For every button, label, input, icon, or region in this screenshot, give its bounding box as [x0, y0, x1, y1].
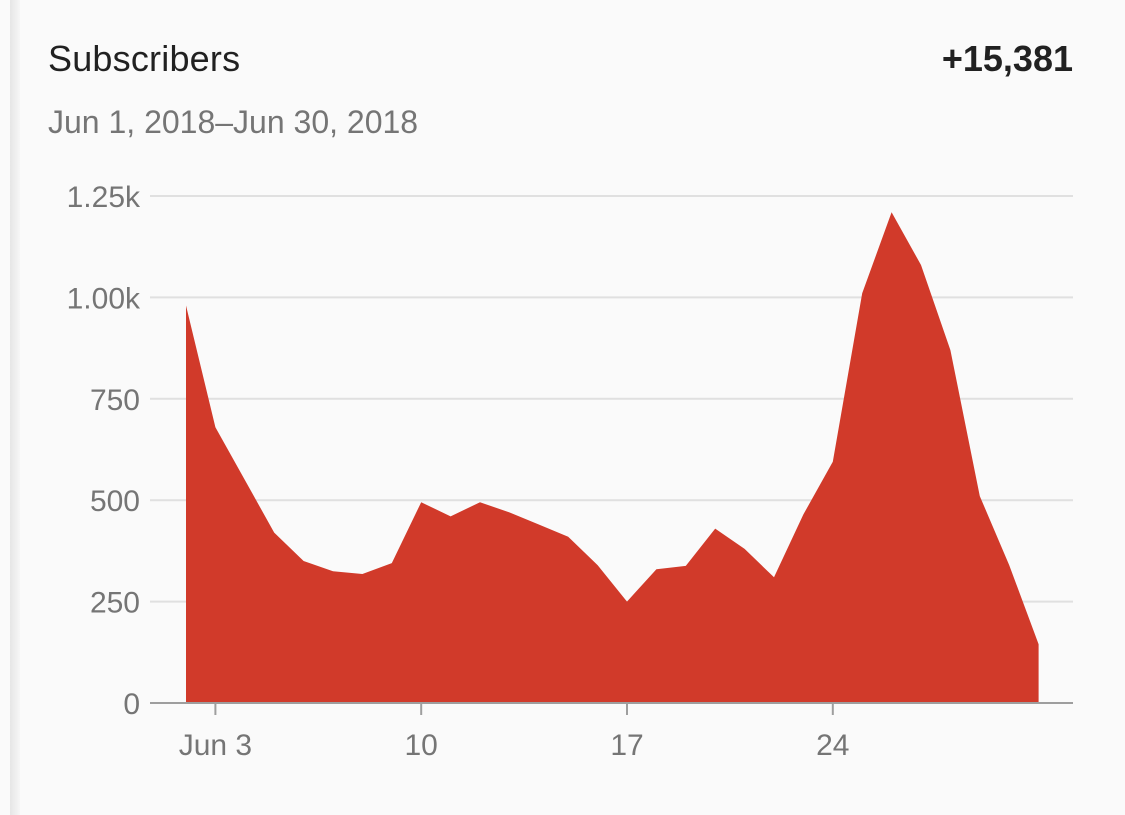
date-range: Jun 1, 2018–Jun 30, 2018 [48, 104, 419, 140]
x-tick-label: 10 [405, 729, 438, 762]
x-axis: Jun 3 10 17 24 [150, 702, 1073, 762]
x-tick-label: Jun 3 [179, 729, 252, 762]
card-edge-shadow [10, 0, 20, 815]
x-tick-label: 17 [610, 729, 643, 762]
subscribers-area [186, 212, 1039, 703]
y-tick-label: 750 [90, 384, 140, 417]
metric-title: Subscribers [48, 38, 241, 79]
y-tick-label: 0 [123, 688, 140, 721]
area-layer [186, 212, 1039, 703]
y-tick-label: 500 [90, 485, 140, 518]
y-tick-label: 1.00k [67, 282, 141, 315]
y-axis-ticks: 0 250 500 750 1.00k 1.25k [67, 181, 141, 721]
y-tick-label: 1.25k [67, 181, 141, 214]
x-tick-label: 24 [816, 729, 849, 762]
metric-total: +15,381 [941, 38, 1073, 79]
y-tick-label: 250 [90, 587, 140, 620]
